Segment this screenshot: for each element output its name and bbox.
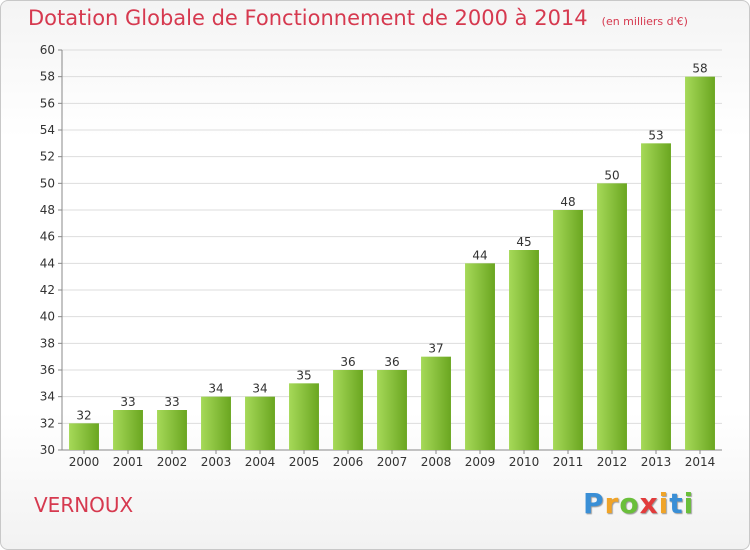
bar-2014 bbox=[685, 76, 715, 451]
x-tick-label: 2001 bbox=[113, 455, 144, 469]
bar-value-label: 48 bbox=[560, 195, 575, 209]
bar-2012 bbox=[597, 183, 627, 451]
bar-value-label: 34 bbox=[208, 382, 223, 396]
bar-2007 bbox=[377, 370, 407, 450]
bar-2004 bbox=[245, 396, 275, 450]
x-tick-label: 2007 bbox=[377, 455, 408, 469]
bars bbox=[69, 76, 715, 451]
y-tick-label: 60 bbox=[40, 43, 55, 57]
bar-value-label: 58 bbox=[692, 62, 707, 76]
x-tick-label: 2012 bbox=[597, 455, 628, 469]
x-tick-label: 2005 bbox=[289, 455, 320, 469]
chart-title: Dotation Globale de Fonctionnement de 20… bbox=[28, 6, 588, 30]
y-tick-label: 58 bbox=[40, 70, 55, 84]
title-block: Dotation Globale de Fonctionnement de 20… bbox=[28, 6, 688, 30]
x-tick-label: 2013 bbox=[641, 455, 672, 469]
bar-value-label: 44 bbox=[472, 248, 487, 262]
y-tick-label: 54 bbox=[40, 123, 55, 137]
bar-value-label: 36 bbox=[340, 355, 355, 369]
x-tick-label: 2014 bbox=[685, 455, 716, 469]
bar-value-label: 53 bbox=[648, 128, 663, 142]
y-tick-label: 30 bbox=[40, 443, 55, 457]
y-tick-label: 48 bbox=[40, 203, 55, 217]
y-tick-label: 42 bbox=[40, 283, 55, 297]
bar-value-label: 34 bbox=[252, 382, 267, 396]
bar-value-label: 32 bbox=[76, 408, 91, 422]
bar-2001 bbox=[113, 410, 143, 450]
chart-subtitle: (en milliers d'€) bbox=[601, 15, 688, 28]
bar-2011 bbox=[553, 210, 583, 450]
bar-value-label: 50 bbox=[604, 168, 619, 182]
bar-2009 bbox=[465, 263, 495, 450]
bar-value-label: 33 bbox=[120, 395, 135, 409]
y-tick-label: 36 bbox=[40, 363, 55, 377]
bar-2005 bbox=[289, 383, 319, 450]
x-tick-label: 2002 bbox=[157, 455, 188, 469]
bar-value-label: 37 bbox=[428, 342, 443, 356]
bar-value-label: 36 bbox=[384, 355, 399, 369]
x-tick-label: 2000 bbox=[69, 455, 100, 469]
y-tick-label: 40 bbox=[40, 310, 55, 324]
location-name: VERNOUX bbox=[34, 493, 134, 517]
y-tick-label: 32 bbox=[40, 416, 55, 430]
x-tick-label: 2003 bbox=[201, 455, 232, 469]
y-tick-label: 52 bbox=[40, 150, 55, 164]
bar-value-label: 35 bbox=[296, 368, 311, 382]
y-tick-label: 56 bbox=[40, 96, 55, 110]
logo-letter: x bbox=[639, 487, 659, 520]
y-tick-label: 46 bbox=[40, 230, 55, 244]
bar-value-label: 45 bbox=[516, 235, 531, 249]
bar-2002 bbox=[157, 410, 187, 450]
y-tick-label: 50 bbox=[40, 176, 55, 190]
x-tick-label: 2006 bbox=[333, 455, 364, 469]
logo-letter: i bbox=[658, 487, 670, 520]
x-tick-label: 2009 bbox=[465, 455, 496, 469]
y-tick-label: 44 bbox=[40, 256, 55, 270]
y-tick-label: 38 bbox=[40, 336, 55, 350]
logo-letter: t bbox=[669, 487, 684, 520]
x-tick-label: 2008 bbox=[421, 455, 452, 469]
bar-value-label: 33 bbox=[164, 395, 179, 409]
x-tick-label: 2011 bbox=[553, 455, 584, 469]
x-tick-label: 2010 bbox=[509, 455, 540, 469]
logo-letter: o bbox=[619, 487, 640, 520]
bar-2008 bbox=[421, 356, 451, 450]
x-tick-label: 2004 bbox=[245, 455, 276, 469]
bar-2010 bbox=[509, 250, 539, 450]
bar-2003 bbox=[201, 396, 231, 450]
bar-2000 bbox=[69, 423, 99, 450]
proxiti-logo: Proxiti bbox=[583, 487, 694, 520]
logo-letter: P bbox=[583, 487, 605, 520]
bar-2006 bbox=[333, 370, 363, 450]
logo-letter: i bbox=[683, 487, 695, 520]
labels: 30 32 34 36 38 40 42 44 46 48 50 52 54 56 58 60 32 2000 33… bbox=[40, 43, 716, 469]
bar-2013 bbox=[641, 143, 671, 451]
logo-letter: r bbox=[604, 487, 620, 520]
y-tick-label: 34 bbox=[40, 390, 55, 404]
